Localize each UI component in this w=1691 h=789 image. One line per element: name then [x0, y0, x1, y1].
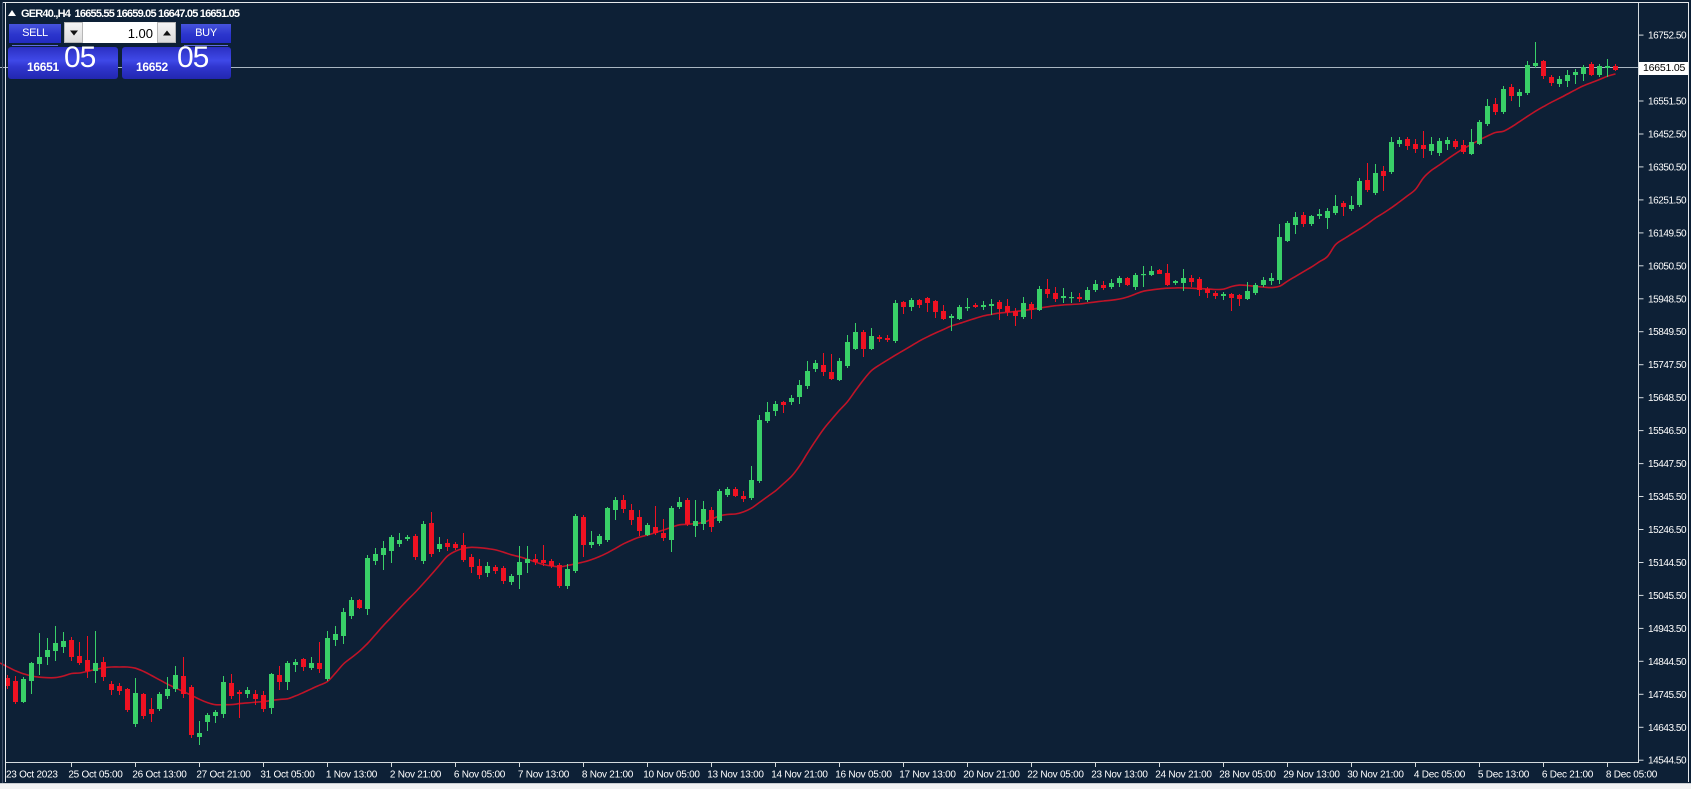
svg-text:26 Oct 13:00: 26 Oct 13:00 [132, 770, 187, 781]
svg-text:15045.50: 15045.50 [1648, 591, 1687, 602]
svg-text:28 Nov 05:00: 28 Nov 05:00 [1219, 770, 1276, 781]
svg-text:10 Nov 05:00: 10 Nov 05:00 [643, 770, 700, 781]
svg-text:16452.50: 16452.50 [1648, 130, 1687, 141]
svg-text:15747.50: 15747.50 [1648, 360, 1687, 371]
svg-text:8 Nov 21:00: 8 Nov 21:00 [582, 770, 634, 781]
svg-text:16251.50: 16251.50 [1648, 195, 1687, 206]
svg-text:15948.50: 15948.50 [1648, 294, 1687, 305]
svg-text:25 Oct 05:00: 25 Oct 05:00 [68, 770, 123, 781]
svg-text:15849.50: 15849.50 [1648, 327, 1687, 338]
svg-text:1 Nov 13:00: 1 Nov 13:00 [326, 770, 378, 781]
svg-text:16350.50: 16350.50 [1648, 162, 1687, 173]
svg-text:23 Nov 13:00: 23 Nov 13:00 [1091, 770, 1148, 781]
svg-text:8 Dec 05:00: 8 Dec 05:00 [1606, 770, 1658, 781]
svg-text:20 Nov 21:00: 20 Nov 21:00 [963, 770, 1020, 781]
svg-text:15246.50: 15246.50 [1648, 525, 1687, 536]
svg-text:16149.50: 16149.50 [1648, 228, 1687, 239]
svg-text:15648.50: 15648.50 [1648, 393, 1687, 404]
svg-text:14 Nov 21:00: 14 Nov 21:00 [771, 770, 828, 781]
svg-text:15447.50: 15447.50 [1648, 459, 1687, 470]
svg-text:22 Nov 05:00: 22 Nov 05:00 [1027, 770, 1084, 781]
svg-text:2 Nov 21:00: 2 Nov 21:00 [390, 770, 442, 781]
svg-text:17 Nov 13:00: 17 Nov 13:00 [899, 770, 956, 781]
svg-text:30 Nov 21:00: 30 Nov 21:00 [1347, 770, 1404, 781]
svg-text:14844.50: 14844.50 [1648, 657, 1687, 668]
svg-text:15345.50: 15345.50 [1648, 492, 1687, 503]
svg-text:14544.50: 14544.50 [1648, 756, 1687, 767]
svg-text:31 Oct 05:00: 31 Oct 05:00 [260, 770, 315, 781]
svg-text:16 Nov 05:00: 16 Nov 05:00 [835, 770, 892, 781]
svg-text:16551.50: 16551.50 [1648, 97, 1687, 108]
svg-text:29 Nov 13:00: 29 Nov 13:00 [1283, 770, 1340, 781]
svg-text:14943.50: 14943.50 [1648, 624, 1687, 635]
svg-text:14745.50: 14745.50 [1648, 690, 1687, 701]
svg-text:16050.50: 16050.50 [1648, 261, 1687, 272]
svg-text:23 Oct 2023: 23 Oct 2023 [6, 770, 58, 781]
svg-text:16752.50: 16752.50 [1648, 31, 1687, 42]
svg-text:15546.50: 15546.50 [1648, 426, 1687, 437]
svg-text:6 Nov 05:00: 6 Nov 05:00 [454, 770, 506, 781]
svg-text:27 Oct 21:00: 27 Oct 21:00 [196, 770, 251, 781]
svg-text:6 Dec 21:00: 6 Dec 21:00 [1542, 770, 1594, 781]
svg-text:24 Nov 21:00: 24 Nov 21:00 [1155, 770, 1212, 781]
svg-text:13 Nov 13:00: 13 Nov 13:00 [707, 770, 764, 781]
svg-text:14643.50: 14643.50 [1648, 723, 1687, 734]
svg-text:15144.50: 15144.50 [1648, 558, 1687, 569]
svg-text:5 Dec 13:00: 5 Dec 13:00 [1478, 770, 1530, 781]
svg-text:4 Dec 05:00: 4 Dec 05:00 [1414, 770, 1466, 781]
svg-text:7 Nov 13:00: 7 Nov 13:00 [518, 770, 570, 781]
